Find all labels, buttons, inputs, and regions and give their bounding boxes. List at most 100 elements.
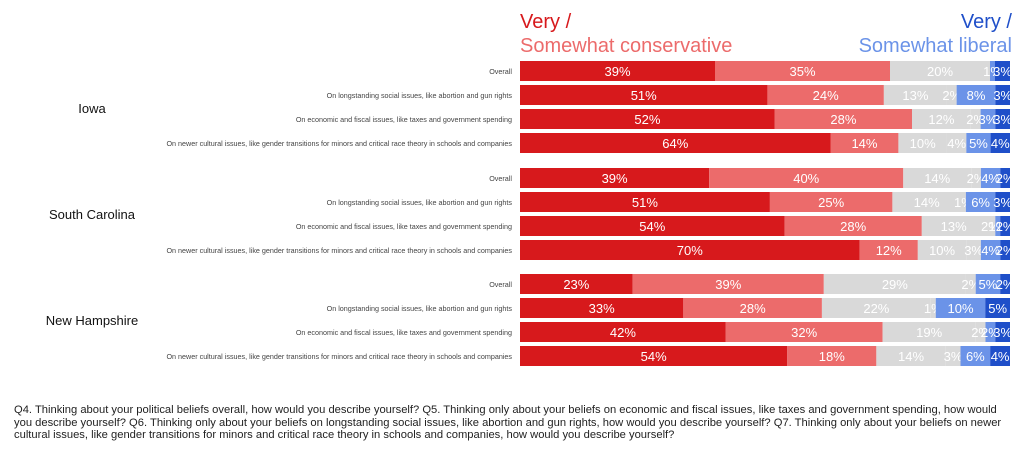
data-label-0-1-5: 3% bbox=[993, 88, 1012, 103]
data-label-2-2-0: 42% bbox=[610, 325, 636, 340]
bar-segment-0-0-4 bbox=[995, 61, 1010, 81]
data-label-1-3-1: 12% bbox=[876, 243, 902, 258]
row-label-2-0: Overall bbox=[489, 280, 512, 289]
legend-liberal-line2: Somewhat liberal bbox=[858, 35, 1012, 57]
data-label-1-0-5: 2% bbox=[996, 171, 1015, 186]
bar-segment-1-3-2 bbox=[917, 240, 967, 260]
row-label-1-0: Overall bbox=[489, 174, 512, 183]
row-label-1-2: On economic and fiscal issues, like taxe… bbox=[296, 222, 512, 231]
bar-segment-1-3-0 bbox=[520, 240, 860, 260]
bar-segment-2-0-1 bbox=[632, 274, 824, 294]
data-label-1-1-1: 25% bbox=[818, 195, 844, 210]
bar-segment-1-3-3 bbox=[966, 240, 981, 260]
row-label-0-3: On newer cultural issues, like gender tr… bbox=[166, 139, 512, 148]
data-label-2-1-1: 28% bbox=[740, 301, 766, 316]
data-label-1-2-1: 28% bbox=[840, 219, 866, 234]
bar-segment-2-1-4 bbox=[935, 298, 986, 318]
data-label-0-3-4: 5% bbox=[969, 136, 988, 151]
bar-segment-2-0-0 bbox=[520, 274, 633, 294]
data-label-1-1-0: 51% bbox=[632, 195, 658, 210]
legend-conservative: Very / Somewhat conservative bbox=[520, 10, 732, 58]
bar-segment-1-0-1 bbox=[709, 168, 904, 188]
bar-segment-1-0-0 bbox=[520, 168, 710, 188]
data-label-0-1-4: 8% bbox=[967, 88, 986, 103]
bar-segment-2-1-5 bbox=[985, 298, 1010, 318]
row-label-2-2: On economic and fiscal issues, like taxe… bbox=[296, 328, 512, 337]
group-label-0: Iowa bbox=[78, 101, 106, 116]
data-label-2-3-4: 6% bbox=[966, 349, 985, 364]
row-label-0-2: On economic and fiscal issues, like taxe… bbox=[296, 115, 512, 124]
group-label-1: South Carolina bbox=[49, 207, 136, 222]
bar-segment-1-2-1 bbox=[784, 216, 922, 236]
bar-segment-1-2-0 bbox=[520, 216, 785, 236]
bar-segment-2-0-4 bbox=[975, 274, 1001, 294]
data-label-1-3-2: 10% bbox=[929, 243, 955, 258]
data-label-0-0-2: 20% bbox=[927, 64, 953, 79]
data-label-0-2-0: 52% bbox=[634, 112, 660, 127]
bar-segment-0-2-2 bbox=[912, 109, 971, 129]
bar-segment-1-2-5 bbox=[1000, 216, 1010, 236]
data-label-1-2-5: 2% bbox=[996, 219, 1015, 234]
footnote: Q4. Thinking about your political belief… bbox=[14, 404, 1002, 442]
data-label-0-1-2: 13% bbox=[902, 88, 928, 103]
data-label-1-0-2: 14% bbox=[924, 171, 950, 186]
bar-segment-0-1-3 bbox=[946, 85, 957, 105]
data-label-2-3-3: 3% bbox=[944, 349, 963, 364]
data-label-1-0-1: 40% bbox=[793, 171, 819, 186]
bar-segment-0-3-1 bbox=[830, 133, 899, 153]
bar-segment-1-1-1 bbox=[769, 192, 893, 212]
row-label-2-1: On longstanding social issues, like abor… bbox=[327, 304, 513, 313]
bar-segment-2-1-1 bbox=[683, 298, 822, 318]
bar-segment-2-0-2 bbox=[823, 274, 966, 294]
bar-segment-2-3-1 bbox=[787, 346, 877, 366]
data-label-0-3-1: 14% bbox=[851, 136, 877, 151]
bar-segment-1-0-3 bbox=[971, 168, 981, 188]
bar-segment-2-1-0 bbox=[520, 298, 684, 318]
row-label-1-3: On newer cultural issues, like gender tr… bbox=[166, 246, 512, 255]
data-label-1-1-2: 14% bbox=[914, 195, 940, 210]
bar-segment-2-0-5 bbox=[1000, 274, 1010, 294]
bar-segment-1-3-5 bbox=[1000, 240, 1010, 260]
group-label-2: New Hampshire bbox=[46, 313, 138, 328]
bar-segment-0-3-5 bbox=[990, 133, 1010, 153]
data-label-2-0-5: 2% bbox=[996, 277, 1015, 292]
bar-segment-2-2-1 bbox=[725, 322, 883, 342]
data-label-1-2-0: 54% bbox=[639, 219, 665, 234]
bar-segment-2-2-2 bbox=[882, 322, 976, 342]
data-label-0-1-0: 51% bbox=[631, 88, 657, 103]
row-label-1-1: On longstanding social issues, like abor… bbox=[327, 198, 513, 207]
bar-segment-2-2-4 bbox=[985, 322, 996, 342]
bar-segment-0-1-0 bbox=[520, 85, 768, 105]
bar-segment-2-2-3 bbox=[975, 322, 986, 342]
bar-segment-0-3-0 bbox=[520, 133, 831, 153]
bar-segment-2-3-3 bbox=[945, 346, 961, 366]
data-label-2-1-0: 33% bbox=[589, 301, 615, 316]
data-label-2-1-4: 10% bbox=[947, 301, 973, 316]
bar-segment-0-1-2 bbox=[883, 85, 947, 105]
bar-segment-1-0-4 bbox=[980, 168, 1001, 188]
data-label-0-0-0: 39% bbox=[604, 64, 630, 79]
bar-segment-2-1-2 bbox=[821, 298, 931, 318]
bar-segment-0-3-4 bbox=[966, 133, 991, 153]
bar-segment-1-2-4 bbox=[995, 216, 1001, 236]
bar-segment-0-1-4 bbox=[956, 85, 996, 105]
data-label-1-1-5: 3% bbox=[993, 195, 1012, 210]
bar-segment-2-3-5 bbox=[990, 346, 1010, 366]
bar-segment-0-1-1 bbox=[767, 85, 884, 105]
data-label-2-3-5: 4% bbox=[991, 349, 1010, 364]
data-label-0-3-0: 64% bbox=[662, 136, 688, 151]
data-label-0-3-3: 4% bbox=[947, 136, 966, 151]
data-label-1-3-0: 70% bbox=[677, 243, 703, 258]
data-label-2-3-0: 54% bbox=[641, 349, 667, 364]
data-label-1-1-4: 6% bbox=[971, 195, 990, 210]
bar-segment-2-2-0 bbox=[520, 322, 726, 342]
bar-segment-1-2-3 bbox=[985, 216, 996, 236]
data-label-2-0-2: 29% bbox=[882, 277, 908, 292]
data-label-0-2-1: 28% bbox=[830, 112, 856, 127]
bar-segment-1-1-3 bbox=[961, 192, 966, 212]
data-label-2-3-2: 14% bbox=[898, 349, 924, 364]
bar-segment-0-2-0 bbox=[520, 109, 775, 129]
data-label-2-2-2: 19% bbox=[916, 325, 942, 340]
bar-segment-1-1-0 bbox=[520, 192, 770, 212]
data-label-0-1-1: 24% bbox=[813, 88, 839, 103]
